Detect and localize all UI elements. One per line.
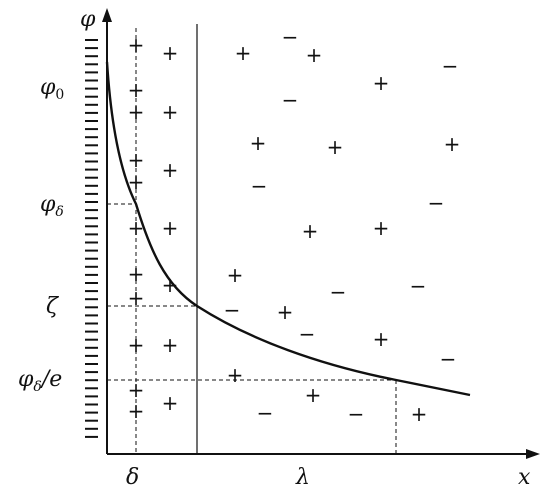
negative-ion: − [224,298,241,322]
positive-ion: + [128,333,145,357]
positive-ion: + [227,363,244,387]
negative-ion: − [410,274,427,298]
ion-signs: + + + +−+++−−++ + ++ ++ −−+ + + ++ ++ − −+ − +− ++ +−++ ++… [128,25,461,426]
positive-ion: + [373,71,390,95]
positive-ion: + [128,216,145,240]
positive-ion: + [327,135,344,159]
negative-ion: − [257,401,274,425]
positive-ion: + [302,219,319,243]
phi0-sub: 0 [55,87,64,103]
negative-ion: − [330,280,347,304]
positive-ion: + [162,333,179,357]
positive-ion: + [162,216,179,240]
phi0-label: φ0 [40,75,64,103]
negative-ion: − [442,54,459,78]
y-axis-label: φ [80,7,96,32]
positive-ion: + [128,33,145,57]
x-axis-label: x [518,465,531,490]
positive-ion: + [162,41,179,65]
y-axis-arrow [102,8,112,22]
zeta-label: ζ [46,294,60,319]
lambda-x-label: λ [295,465,310,490]
x-axis-arrow [526,449,540,459]
positive-ion: + [373,216,390,240]
positive-ion: + [162,100,179,124]
positive-ion: + [162,391,179,415]
delta-x-label: δ [126,465,139,490]
positive-ion: + [250,131,267,155]
positive-ion: + [305,383,322,407]
positive-ion: + [227,263,244,287]
phi-delta-e-tail: /e [40,367,62,392]
positive-ion: + [235,41,252,65]
phi-delta-e-label: φδ/e [18,367,62,395]
phi-delta-label: φδ [40,192,64,220]
phi-delta-e-main: φ [18,367,34,392]
positive-ion: + [128,78,145,102]
positive-ion: + [128,148,145,172]
positive-ion: + [162,273,179,297]
negative-ion: − [251,174,268,198]
positive-ion: + [373,327,390,351]
positive-ion: + [411,402,428,426]
negative-ion: − [299,322,316,346]
axes [102,8,540,459]
positive-ion: + [444,132,461,156]
positive-ion: + [128,100,145,124]
positive-ion: + [306,43,323,67]
phi-delta-main: φ [40,192,56,217]
positive-ion: + [128,378,145,402]
positive-ion: + [162,158,179,182]
positive-ion: + [277,300,294,324]
negative-ion: − [282,25,299,49]
negative-ion: − [428,191,445,215]
phi-delta-sub: δ [55,204,63,220]
negative-ion: − [440,347,457,371]
negative-ion: − [282,88,299,112]
surface-charge-dashes [85,39,98,438]
positive-ion: + [128,170,145,194]
positive-ion: + [128,286,145,310]
potential-curve [105,61,471,397]
phi-delta-e-sub: δ [33,379,41,395]
negative-ion: − [348,402,365,426]
phi0-main: φ [40,75,56,100]
positive-ion: + [128,262,145,286]
positive-ion: + [128,399,145,423]
